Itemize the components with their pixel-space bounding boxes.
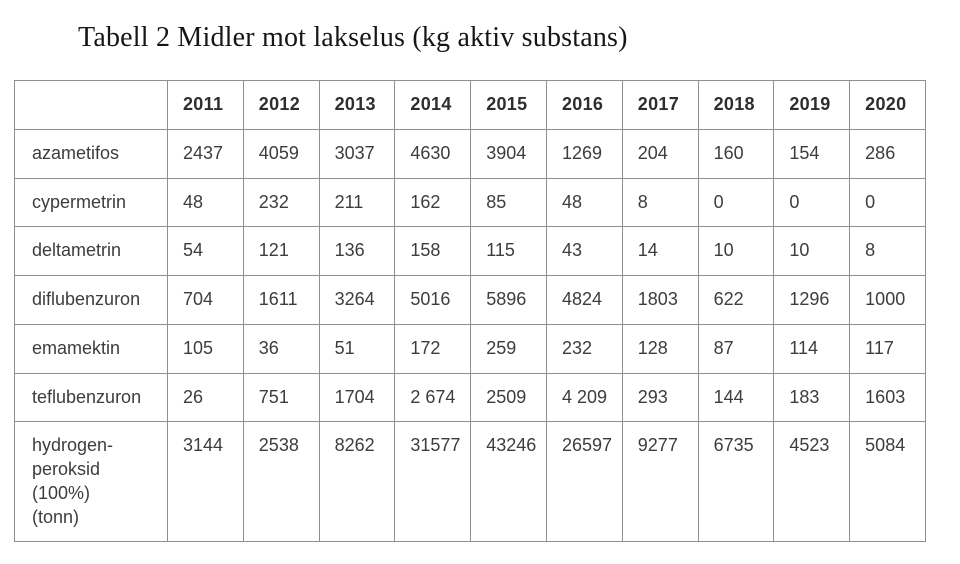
row-label: azametifos <box>14 128 168 179</box>
page-title: Tabell 2 Midler mot lakselus (kg aktiv s… <box>78 22 628 53</box>
value-cell: 158 <box>394 226 472 276</box>
value-cell: 286 <box>849 128 926 179</box>
value-cell: 10 <box>773 226 851 276</box>
value-cell: 232 <box>545 323 623 374</box>
year-header: 2014 <box>394 80 472 130</box>
value-cell: 26 <box>167 372 244 423</box>
value-cell: 115 <box>470 226 547 276</box>
value-cell: 5896 <box>470 275 547 325</box>
value-cell: 48 <box>545 177 623 228</box>
year-header: 2019 <box>773 80 851 130</box>
value-cell: 4523 <box>773 421 851 543</box>
value-cell: 293 <box>621 372 699 423</box>
value-cell: 1000 <box>849 275 926 325</box>
value-cell: 0 <box>849 177 926 228</box>
value-cell: 51 <box>318 323 396 374</box>
value-cell: 0 <box>773 177 851 228</box>
row-label: diflubenzuron <box>14 275 168 325</box>
value-cell: 26597 <box>545 421 623 543</box>
value-cell: 4 209 <box>545 372 623 423</box>
table-header-row: 2011 2012 2013 2014 2015 2016 2017 2018 2019 2020 <box>14 80 926 130</box>
value-cell: 43246 <box>470 421 547 543</box>
year-header: 2013 <box>318 80 396 130</box>
value-cell: 160 <box>697 128 775 179</box>
value-cell: 8 <box>849 226 926 276</box>
table-row: azametifos 2437 4059 3037 4630 3904 1269 204 160… <box>14 128 926 179</box>
table-row: teflubenzuron 26 751 1704 2 674 2509 4 209 293 1… <box>14 372 926 423</box>
value-cell: 117 <box>849 323 926 374</box>
value-cell: 14 <box>621 226 699 276</box>
value-cell: 3037 <box>318 128 396 179</box>
value-cell: 183 <box>773 372 851 423</box>
value-cell: 85 <box>470 177 547 228</box>
value-cell: 8262 <box>318 421 396 543</box>
year-header: 2020 <box>849 80 926 130</box>
value-cell: 3144 <box>167 421 244 543</box>
value-cell: 9277 <box>621 421 699 543</box>
value-cell: 8 <box>621 177 699 228</box>
lakselus-table: 2011 2012 2013 2014 2015 2016 2017 2018 2019 2020… <box>14 80 926 543</box>
value-cell: 1611 <box>242 275 320 325</box>
table-row: deltametrin 54 121 136 158 115 43 14 10 10 8 <box>14 226 926 276</box>
value-cell: 622 <box>697 275 775 325</box>
value-cell: 2509 <box>470 372 547 423</box>
row-label: emamektin <box>14 323 168 374</box>
value-cell: 704 <box>167 275 244 325</box>
row-label: deltametrin <box>14 226 168 276</box>
value-cell: 3264 <box>318 275 396 325</box>
table-row: emamektin 105 36 51 172 259 232 128 87 114 117 <box>14 323 926 374</box>
year-header: 2017 <box>621 80 699 130</box>
year-header: 2016 <box>545 80 623 130</box>
row-label: teflubenzuron <box>14 372 168 423</box>
value-cell: 2 674 <box>394 372 472 423</box>
value-cell: 6735 <box>697 421 775 543</box>
value-cell: 87 <box>697 323 775 374</box>
value-cell: 211 <box>318 177 396 228</box>
value-cell: 121 <box>242 226 320 276</box>
value-cell: 162 <box>394 177 472 228</box>
table-row: diflubenzuron 704 1611 3264 5016 5896 4824 1803… <box>14 275 926 325</box>
value-cell: 10 <box>697 226 775 276</box>
value-cell: 144 <box>697 372 775 423</box>
year-header: 2011 <box>167 80 244 130</box>
value-cell: 1603 <box>849 372 926 423</box>
value-cell: 2538 <box>242 421 320 543</box>
value-cell: 1704 <box>318 372 396 423</box>
value-cell: 3904 <box>470 128 547 179</box>
value-cell: 259 <box>470 323 547 374</box>
value-cell: 4824 <box>545 275 623 325</box>
value-cell: 172 <box>394 323 472 374</box>
value-cell: 136 <box>318 226 396 276</box>
row-label: hydrogen- peroksid (100%) (tonn) <box>14 421 168 543</box>
corner-cell <box>14 80 168 130</box>
year-header: 2015 <box>470 80 547 130</box>
value-cell: 0 <box>697 177 775 228</box>
row-label: cypermetrin <box>14 177 168 228</box>
value-cell: 4059 <box>242 128 320 179</box>
value-cell: 1269 <box>545 128 623 179</box>
value-cell: 36 <box>242 323 320 374</box>
value-cell: 1296 <box>773 275 851 325</box>
value-cell: 105 <box>167 323 244 374</box>
value-cell: 5016 <box>394 275 472 325</box>
table-row: hydrogen- peroksid (100%) (tonn) 3144 2538… <box>14 421 926 543</box>
table-row: cypermetrin 48 232 211 162 85 48 8 0 0 0 <box>14 177 926 228</box>
value-cell: 43 <box>545 226 623 276</box>
value-cell: 5084 <box>849 421 926 543</box>
value-cell: 232 <box>242 177 320 228</box>
value-cell: 2437 <box>167 128 244 179</box>
value-cell: 751 <box>242 372 320 423</box>
value-cell: 128 <box>621 323 699 374</box>
value-cell: 48 <box>167 177 244 228</box>
value-cell: 204 <box>621 128 699 179</box>
table-body: azametifos 2437 4059 3037 4630 3904 1269 204 160… <box>14 128 926 543</box>
value-cell: 1803 <box>621 275 699 325</box>
value-cell: 31577 <box>394 421 472 543</box>
value-cell: 154 <box>773 128 851 179</box>
value-cell: 54 <box>167 226 244 276</box>
year-header: 2018 <box>697 80 775 130</box>
value-cell: 4630 <box>394 128 472 179</box>
value-cell: 114 <box>773 323 851 374</box>
year-header: 2012 <box>242 80 320 130</box>
